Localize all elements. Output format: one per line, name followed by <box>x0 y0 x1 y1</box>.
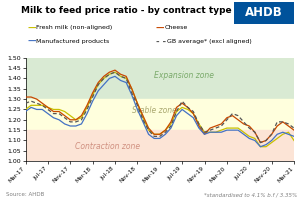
Bar <box>26 58 294 99</box>
Text: Expansion zone: Expansion zone <box>154 71 214 80</box>
Text: - -: - - <box>156 37 166 46</box>
Text: AHDB: AHDB <box>245 6 283 20</box>
Text: Cheese: Cheese <box>165 25 188 30</box>
Text: —: — <box>156 23 164 32</box>
Bar <box>26 99 294 130</box>
Text: Stable zone: Stable zone <box>132 106 177 115</box>
Text: —: — <box>27 37 35 46</box>
Text: —: — <box>27 23 35 32</box>
Text: *standardised to 4.1% b.f / 3.35%: *standardised to 4.1% b.f / 3.35% <box>204 192 297 197</box>
Text: Manufactured products: Manufactured products <box>36 39 109 44</box>
Text: Contraction zone: Contraction zone <box>75 141 140 151</box>
Text: Milk to feed price ratio - by contract type: Milk to feed price ratio - by contract t… <box>21 6 231 15</box>
Text: Source: AHDB: Source: AHDB <box>6 192 44 197</box>
Text: Fresh milk (non-aligned): Fresh milk (non-aligned) <box>36 25 112 30</box>
Bar <box>26 130 294 161</box>
Text: GB average* (excl aligned): GB average* (excl aligned) <box>167 39 251 44</box>
